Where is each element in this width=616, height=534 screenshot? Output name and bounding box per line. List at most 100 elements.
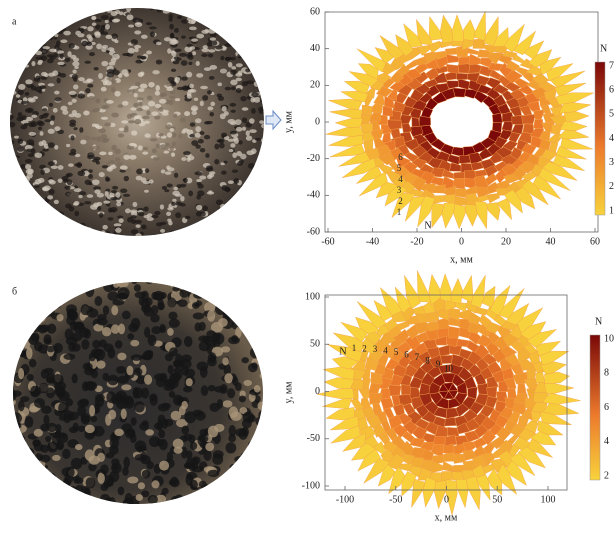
seed — [221, 133, 227, 138]
seed — [137, 446, 146, 452]
seed — [197, 492, 206, 502]
seed — [6, 465, 15, 475]
seed — [110, 437, 120, 449]
seed — [102, 327, 112, 336]
seed — [117, 353, 126, 361]
cell — [330, 109, 363, 119]
seed — [45, 304, 52, 311]
seed — [171, 51, 176, 56]
seed — [228, 62, 233, 68]
seed — [45, 436, 52, 442]
seed — [32, 285, 38, 292]
seed — [199, 322, 206, 331]
seed — [207, 357, 217, 366]
seed — [26, 461, 34, 472]
seed — [167, 132, 172, 137]
seed — [112, 186, 118, 190]
seed — [89, 52, 95, 56]
seed — [194, 171, 202, 175]
cell — [412, 118, 420, 127]
seed — [197, 500, 206, 507]
seed — [42, 291, 49, 299]
seed — [128, 120, 135, 123]
seed — [216, 200, 223, 205]
cell — [474, 11, 486, 41]
seed — [81, 413, 90, 424]
y-tick-label: 60 — [310, 6, 320, 17]
seed — [85, 425, 95, 434]
seed — [28, 333, 39, 345]
seed — [73, 84, 78, 89]
seed — [127, 14, 134, 20]
ring-number: 9 — [436, 359, 441, 369]
seed — [167, 183, 173, 187]
seed — [68, 102, 73, 106]
x-tick-label: 20 — [501, 236, 511, 247]
x-tick-label: 0 — [459, 236, 464, 247]
x-tick-label: -40 — [366, 236, 379, 247]
seed — [10, 412, 22, 423]
seed — [247, 452, 255, 458]
seed — [126, 366, 133, 376]
seed — [237, 466, 246, 474]
seed — [13, 447, 24, 454]
seed — [44, 334, 52, 343]
seed — [81, 339, 89, 350]
cell — [456, 479, 468, 507]
seed — [13, 498, 22, 508]
seed — [230, 143, 235, 148]
cell — [456, 73, 468, 80]
seed — [91, 109, 96, 112]
seed — [242, 117, 247, 123]
seed — [184, 111, 190, 116]
seed — [72, 374, 78, 384]
seed — [97, 453, 105, 462]
seed — [189, 26, 197, 30]
seed — [218, 318, 228, 327]
seed — [156, 42, 162, 46]
seed — [198, 335, 210, 342]
seed — [155, 91, 160, 96]
seed — [170, 33, 174, 38]
ring-number: 1 — [352, 343, 357, 353]
seed — [38, 127, 42, 130]
seed — [54, 91, 60, 95]
cell — [417, 271, 430, 303]
seed — [208, 385, 216, 392]
seed — [260, 373, 267, 379]
seed — [232, 170, 238, 173]
seed — [14, 322, 26, 330]
seed — [21, 101, 28, 104]
seed — [181, 355, 192, 362]
x-tick-label: 50 — [492, 494, 502, 505]
seed — [188, 52, 193, 56]
cell — [487, 193, 500, 203]
seed — [231, 86, 236, 90]
seed — [139, 422, 149, 430]
seed — [94, 296, 102, 306]
seed — [235, 462, 242, 473]
seed — [98, 8, 105, 13]
seed — [84, 367, 94, 376]
colorbar-tick-label: 4 — [604, 436, 609, 447]
seed — [116, 293, 128, 300]
seed — [171, 202, 175, 206]
seed — [207, 281, 215, 289]
seed — [199, 341, 210, 351]
seed — [11, 278, 22, 285]
cell — [536, 372, 545, 383]
seed — [173, 439, 184, 449]
seed — [47, 485, 58, 497]
seed — [251, 108, 256, 114]
seed — [149, 26, 157, 29]
seed — [105, 191, 109, 197]
seed — [171, 496, 180, 504]
seed — [43, 415, 49, 426]
seed — [133, 368, 142, 376]
seed — [190, 480, 198, 490]
seed — [174, 49, 181, 52]
seed — [38, 60, 43, 64]
seed — [258, 469, 269, 479]
seed — [75, 493, 83, 502]
seed — [38, 325, 47, 334]
